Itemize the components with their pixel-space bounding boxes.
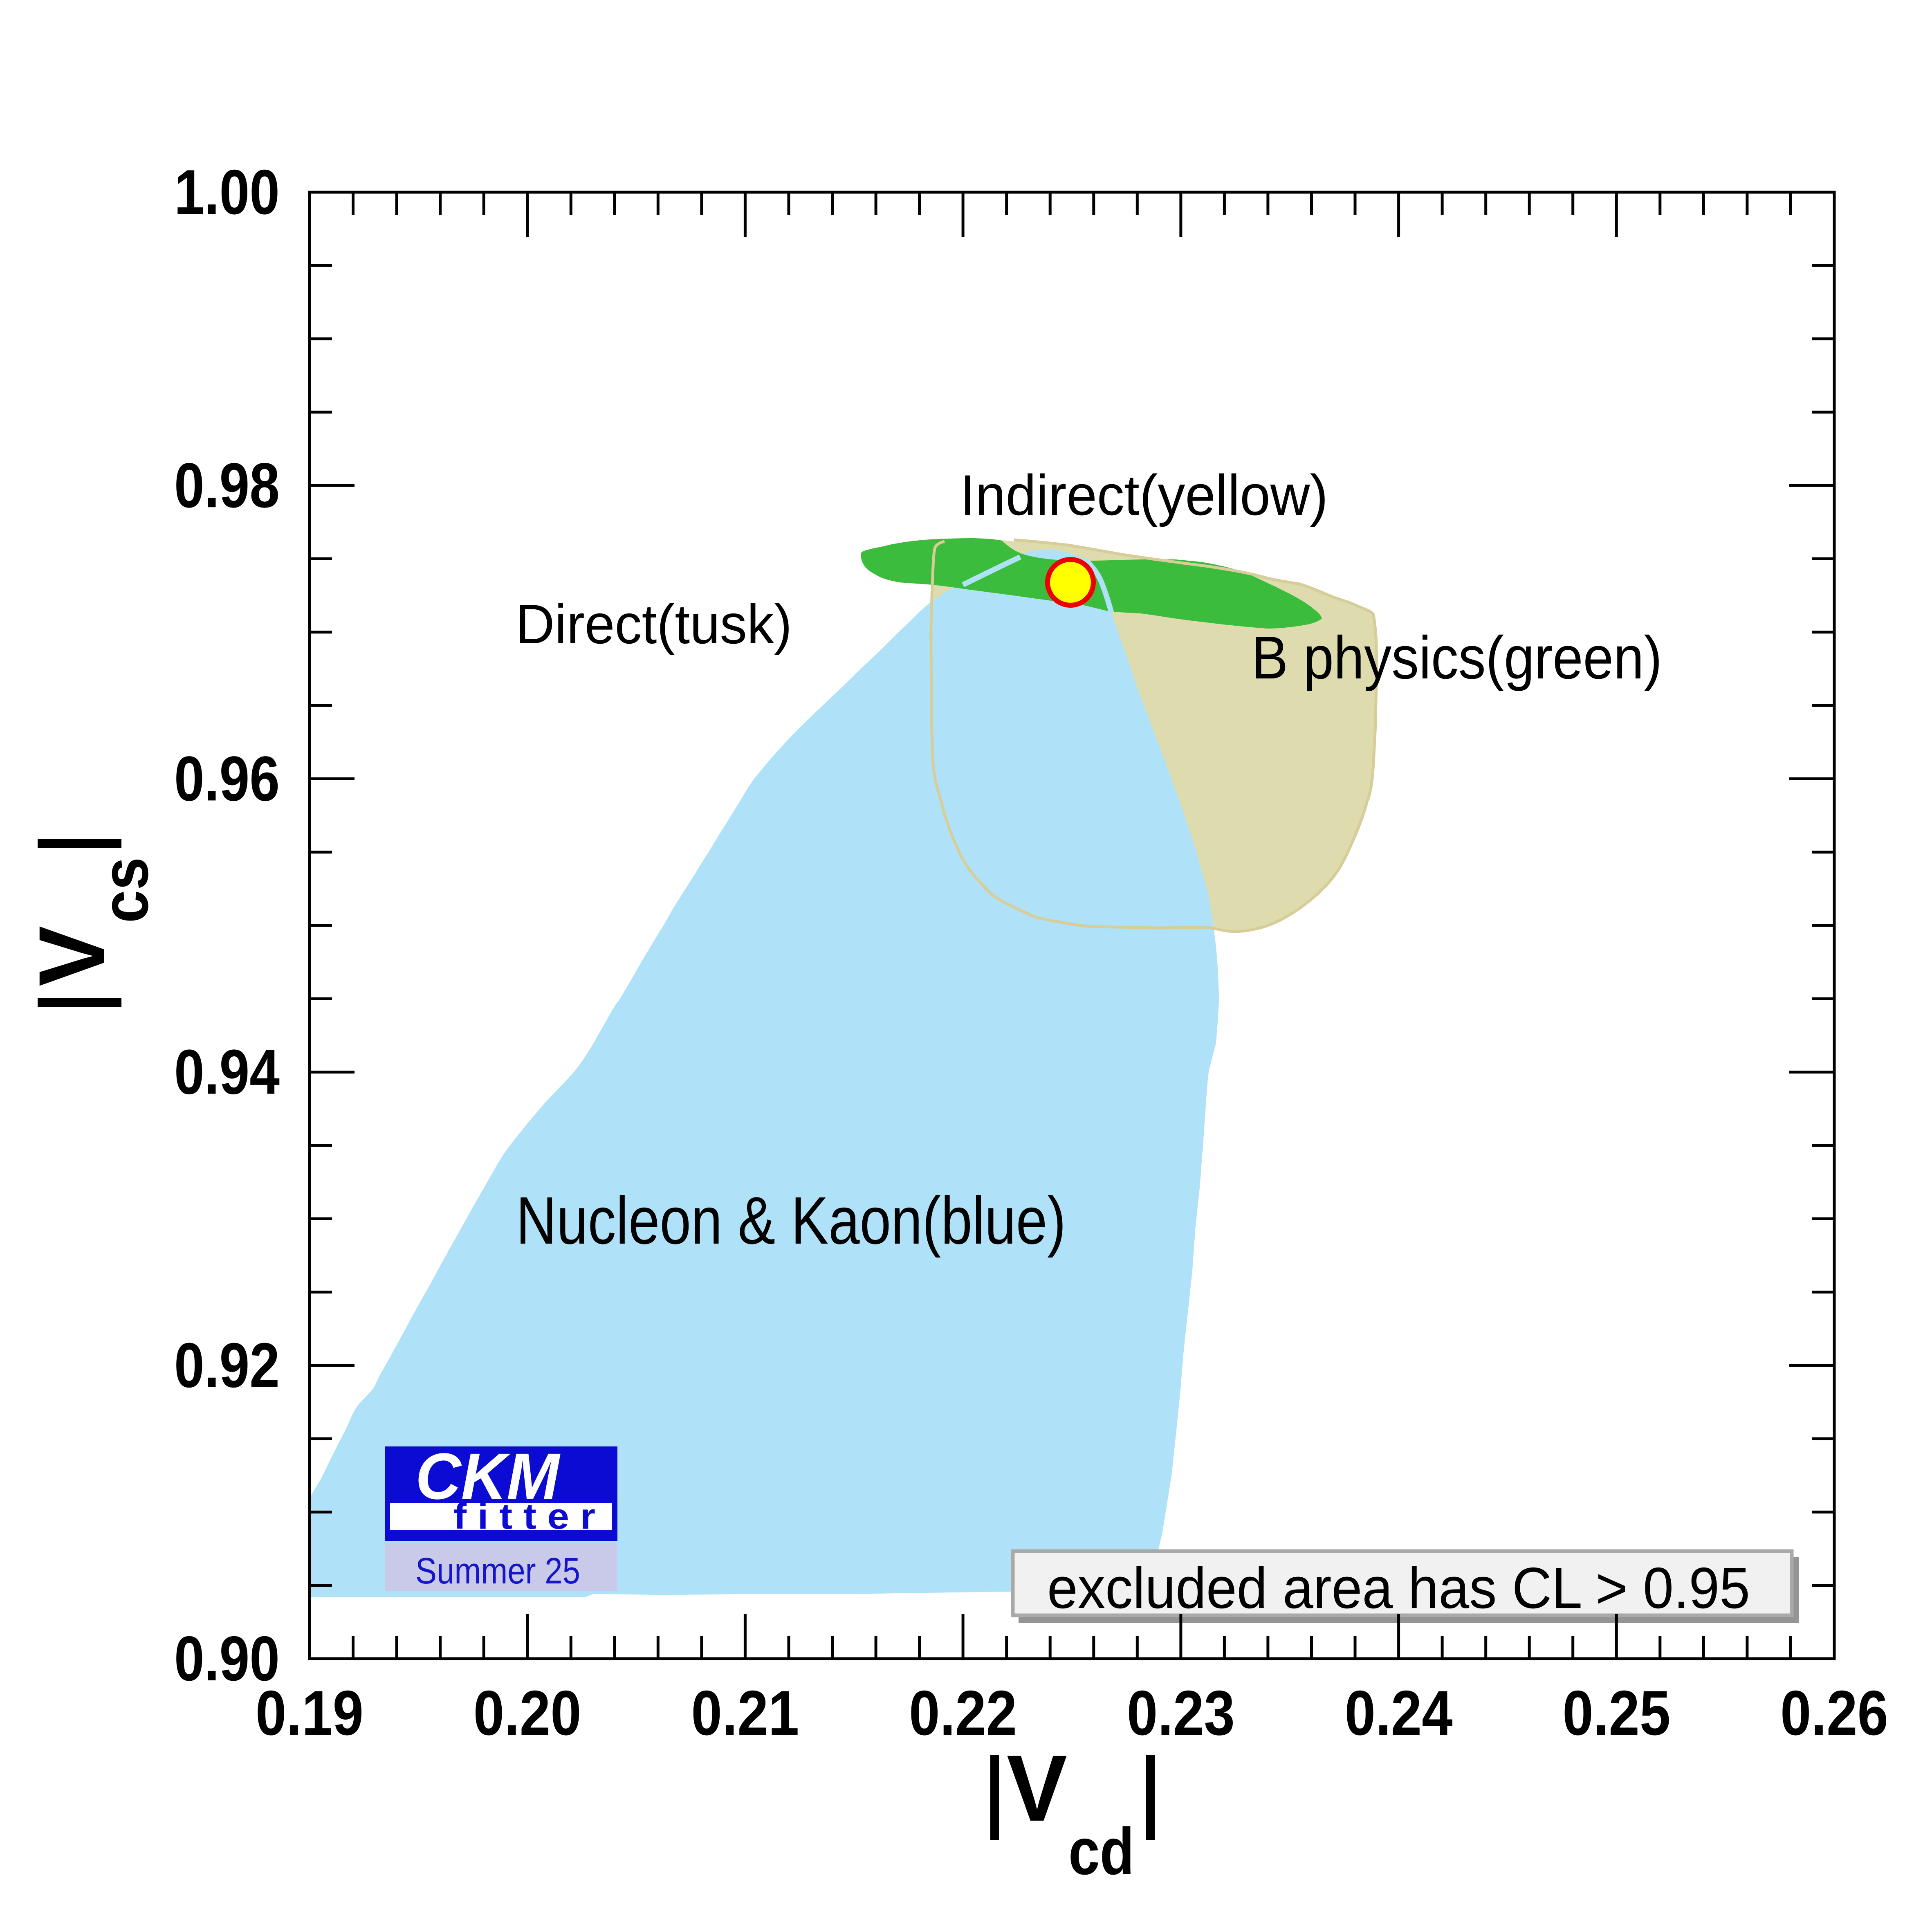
svg-text:0.96: 0.96 (174, 743, 280, 814)
svg-text:0.19: 0.19 (256, 1677, 364, 1748)
svg-text:V: V (19, 926, 124, 986)
svg-text:B physics(green): B physics(green) (1252, 624, 1662, 692)
svg-text:0.90: 0.90 (174, 1623, 280, 1694)
svg-text:0.21: 0.21 (691, 1677, 799, 1748)
svg-text:1.00: 1.00 (174, 157, 280, 227)
svg-text:0.20: 0.20 (473, 1677, 581, 1748)
svg-text:Summer 25: Summer 25 (415, 1551, 580, 1592)
svg-text:Direct(tusk): Direct(tusk) (516, 593, 792, 655)
svg-text:f i t t e r: f i t t e r (453, 1496, 595, 1536)
svg-text:0.92: 0.92 (174, 1330, 280, 1401)
svg-text:0.26: 0.26 (1780, 1677, 1888, 1748)
svg-text:Nucleon & Kaon(blue): Nucleon & Kaon(blue) (516, 1183, 1066, 1258)
svg-text:Indirect(yellow): Indirect(yellow) (960, 463, 1328, 527)
svg-text:0.23: 0.23 (1127, 1677, 1235, 1748)
svg-text:0.94: 0.94 (174, 1037, 280, 1107)
svg-text:cs: cs (88, 857, 162, 923)
svg-text:CKM: CKM (415, 1439, 561, 1513)
svg-text:cd: cd (1068, 1814, 1134, 1889)
svg-text:0.24: 0.24 (1345, 1677, 1453, 1748)
svg-text:0.22: 0.22 (909, 1677, 1017, 1748)
svg-text:0.98: 0.98 (174, 450, 280, 521)
svg-text:excluded area has CL > 0.95: excluded area has CL > 0.95 (1047, 1556, 1750, 1621)
svg-text:V: V (1007, 1736, 1067, 1841)
svg-text:0.25: 0.25 (1562, 1677, 1670, 1748)
